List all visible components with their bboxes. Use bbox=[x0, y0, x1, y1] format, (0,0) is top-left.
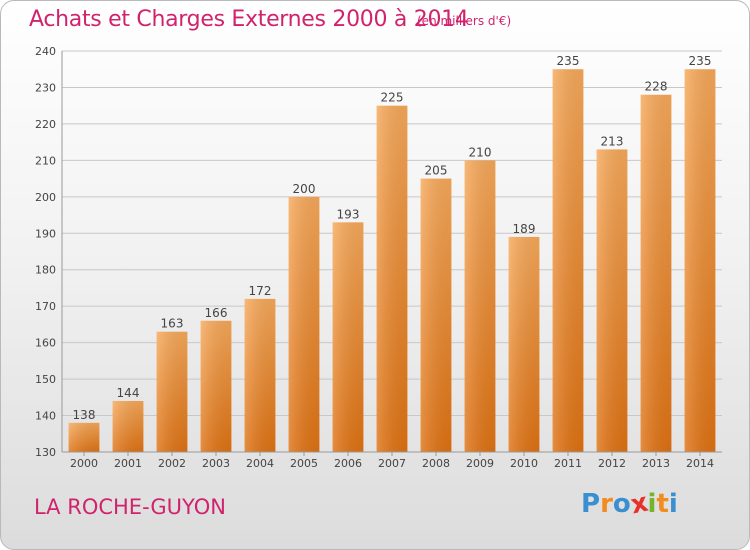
logo-letter: i bbox=[668, 489, 678, 519]
x-tick-label: 2010 bbox=[510, 457, 538, 470]
x-tick-label: 2005 bbox=[290, 457, 318, 470]
bar-shading bbox=[596, 149, 628, 452]
logo-letter: r bbox=[600, 489, 613, 519]
y-tick-label: 240 bbox=[35, 45, 56, 58]
bar-shading bbox=[288, 196, 320, 452]
bar-value-label: 163 bbox=[161, 317, 184, 331]
bar-value-label: 144 bbox=[117, 386, 140, 400]
bar-value-label: 205 bbox=[425, 164, 448, 178]
x-tick-label: 2009 bbox=[466, 457, 494, 470]
x-tick-label: 2003 bbox=[202, 457, 230, 470]
chart-subtitle: (en milliers d'€) bbox=[417, 14, 512, 28]
y-tick-label: 170 bbox=[35, 300, 56, 313]
y-tick-label: 220 bbox=[35, 118, 56, 131]
bar-value-label: 213 bbox=[601, 134, 624, 148]
bar-chart: 130 140 150 160 170 180 190 200 210 220 230 240 138 2… bbox=[35, 45, 722, 470]
x-tick-label: 2011 bbox=[554, 457, 582, 470]
proxiti-logo: Proxiti bbox=[581, 488, 678, 521]
y-tick-label: 150 bbox=[35, 373, 56, 386]
bar-shading bbox=[464, 160, 496, 452]
x-tick-label: 2012 bbox=[598, 457, 626, 470]
x-tick-label: 2000 bbox=[70, 457, 98, 470]
x-tick-label: 2006 bbox=[334, 457, 362, 470]
bar-shading bbox=[684, 69, 716, 453]
bar-shading bbox=[508, 236, 540, 452]
y-tick-label: 190 bbox=[35, 227, 56, 240]
bar-value-label: 200 bbox=[293, 182, 316, 196]
bar-value-label: 235 bbox=[557, 54, 580, 68]
bar-value-label: 166 bbox=[205, 306, 228, 320]
x-tick-label: 2004 bbox=[246, 457, 274, 470]
y-tick-label: 180 bbox=[35, 264, 56, 277]
y-tick-label: 210 bbox=[35, 154, 56, 167]
bar-shading bbox=[244, 298, 276, 452]
bar-value-label: 193 bbox=[337, 207, 360, 221]
logo-letter: t bbox=[656, 489, 669, 519]
city-name: LA ROCHE-GUYON bbox=[34, 495, 226, 519]
x-tick-label: 2001 bbox=[114, 457, 142, 470]
bar-value-label: 235 bbox=[689, 54, 712, 68]
bar-shading bbox=[640, 94, 672, 452]
y-tick-label: 200 bbox=[35, 191, 56, 204]
x-tick-label: 2007 bbox=[378, 457, 406, 470]
x-tick-label: 2013 bbox=[642, 457, 670, 470]
bar-value-label: 210 bbox=[469, 145, 492, 159]
logo-letter: o bbox=[612, 489, 631, 519]
x-tick-label: 2014 bbox=[686, 457, 714, 470]
y-tick-label: 140 bbox=[35, 410, 56, 423]
y-tick-label: 160 bbox=[35, 337, 56, 350]
logo-letter: P bbox=[581, 489, 601, 519]
bar-shading bbox=[332, 222, 364, 452]
chart-title: Achats et Charges Externes 2000 à 2014 bbox=[29, 7, 469, 32]
y-tick-label: 230 bbox=[35, 81, 56, 94]
bar-shading bbox=[68, 422, 100, 452]
bar-shading bbox=[552, 69, 584, 453]
y-tick-label: 130 bbox=[35, 446, 56, 459]
bar-value-label: 172 bbox=[249, 284, 272, 298]
logo-letter: i bbox=[647, 489, 657, 519]
bar-shading bbox=[376, 105, 408, 452]
bar-shading bbox=[200, 320, 232, 452]
x-tick-label: 2008 bbox=[422, 457, 450, 470]
bar-shading bbox=[112, 400, 144, 452]
x-tick-label: 2002 bbox=[158, 457, 186, 470]
bar-value-label: 138 bbox=[73, 408, 96, 422]
bar-value-label: 225 bbox=[381, 91, 404, 105]
bar-shading bbox=[156, 331, 188, 452]
bar-shading bbox=[420, 178, 452, 452]
bar-value-label: 189 bbox=[513, 222, 536, 236]
bar-value-label: 228 bbox=[645, 80, 668, 94]
